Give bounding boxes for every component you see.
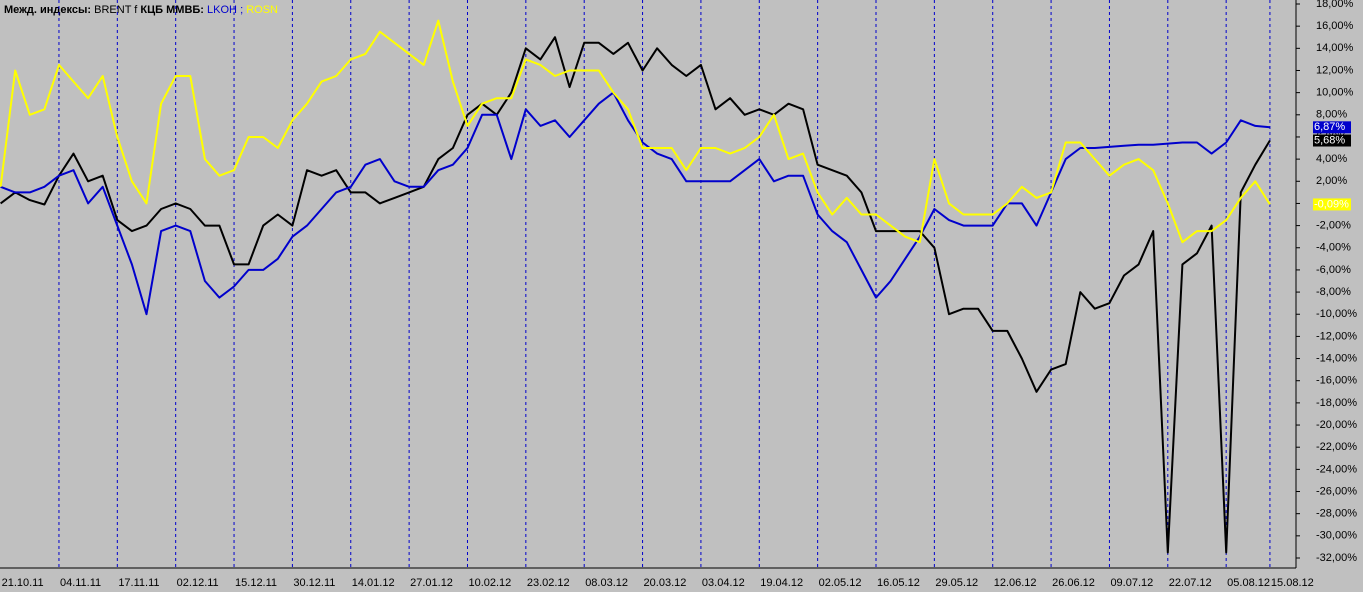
- x-tick-label: 23.02.12: [527, 577, 570, 589]
- x-tick-label: 26.06.12: [1052, 577, 1095, 589]
- line-series: [0, 36, 1271, 554]
- y-tick-label: 12,00%: [1316, 64, 1354, 76]
- y-tick-label: -30,00%: [1316, 530, 1357, 542]
- x-tick-label: 03.04.12: [702, 577, 745, 589]
- y-tick-label: 4,00%: [1316, 153, 1347, 165]
- x-tick-label: 12.06.12: [994, 577, 1037, 589]
- x-tick-label: 02.05.12: [819, 577, 862, 589]
- y-tick-label: -14,00%: [1316, 352, 1357, 364]
- y-tick-label: 18,00%: [1316, 0, 1354, 10]
- y-tick-label: -26,00%: [1316, 485, 1357, 497]
- value-label: 6,87%: [1314, 121, 1345, 133]
- y-tick-label: 16,00%: [1316, 20, 1354, 32]
- y-tick-label: -2,00%: [1316, 220, 1351, 232]
- y-tick-label: -32,00%: [1316, 552, 1357, 564]
- y-tick-label: -10,00%: [1316, 308, 1357, 320]
- legend-entry: ROSN: [246, 4, 278, 16]
- y-tick-label: -18,00%: [1316, 397, 1357, 409]
- legend: Межд. индексы: BRENT f КЦБ ММВБ: LKOH ; …: [4, 4, 278, 16]
- y-tick-label: 14,00%: [1316, 42, 1354, 54]
- y-tick-label: -22,00%: [1316, 441, 1357, 453]
- line-series: [0, 19, 1271, 244]
- x-tick-label: 21.10.11: [2, 577, 44, 589]
- y-tick-label: -8,00%: [1316, 286, 1351, 298]
- value-label: 5,68%: [1314, 134, 1345, 146]
- value-label-box: [1313, 121, 1351, 134]
- x-tick-label: 29.05.12: [935, 577, 978, 589]
- x-tick-label: 10.02.12: [468, 577, 511, 589]
- x-tick-label: 14.01.12: [352, 577, 395, 589]
- y-tick-label: -4,00%: [1316, 242, 1351, 254]
- legend-group: Межд. индексы:: [4, 4, 91, 16]
- y-tick-label: 2,00%: [1316, 175, 1347, 187]
- legend-entry: LKOH: [207, 4, 237, 16]
- y-tick-label: 10,00%: [1316, 87, 1354, 99]
- value-label-box: [1313, 198, 1351, 211]
- y-tick-label: 8,00%: [1316, 109, 1347, 121]
- y-tick-label: -16,00%: [1316, 375, 1357, 387]
- x-tick-label: 22.07.12: [1169, 577, 1212, 589]
- x-tick-label: 19.04.12: [760, 577, 803, 589]
- x-tick-label: 30.12.11: [293, 577, 335, 589]
- x-tick-label: 15.12.11: [235, 577, 277, 589]
- x-tick-label: 02.12.11: [177, 577, 219, 589]
- legend-entry: BRENT f: [94, 4, 138, 16]
- y-tick-label: -20,00%: [1316, 419, 1357, 431]
- y-tick-label: -6,00%: [1316, 264, 1351, 276]
- x-tick-label: 08.03.12: [585, 577, 628, 589]
- value-label-box: [1313, 134, 1351, 147]
- x-tick-label: 17.11.11: [118, 577, 159, 589]
- x-tick-label: 05.08.12: [1227, 577, 1270, 589]
- x-tick-label: 16.05.12: [877, 577, 920, 589]
- y-tick-label: -28,00%: [1316, 508, 1357, 520]
- x-tick-label: 15.08.12: [1271, 577, 1314, 589]
- legend-separator: ;: [240, 4, 243, 16]
- y-tick-label: -24,00%: [1316, 463, 1357, 475]
- legend-group: КЦБ ММВБ:: [140, 4, 204, 16]
- x-tick-label: 27.01.12: [410, 577, 453, 589]
- x-tick-label: 04.11.11: [60, 577, 101, 589]
- x-tick-label: 20.03.12: [644, 577, 687, 589]
- value-label: -0,09%: [1314, 198, 1349, 210]
- x-tick-label: 09.07.12: [1110, 577, 1153, 589]
- y-tick-label: -12,00%: [1316, 330, 1357, 342]
